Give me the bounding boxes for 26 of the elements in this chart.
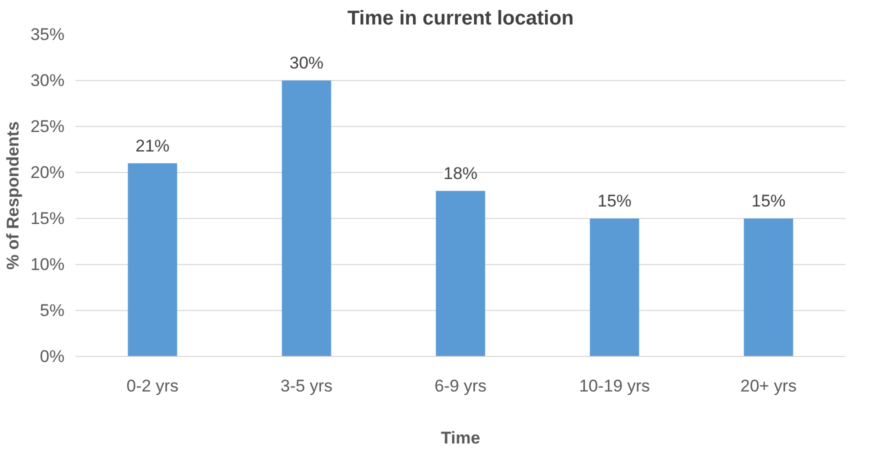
data-label: 15%: [751, 192, 786, 210]
chart-title: Time in current location: [347, 8, 574, 30]
data-label: 30%: [289, 54, 324, 72]
x-tick-label: 3-5 yrs: [280, 376, 332, 396]
y-tick-label: 20%: [30, 163, 65, 182]
y-tick-label: 25%: [30, 117, 65, 136]
y-tick-label: 35%: [30, 25, 65, 44]
bar: [282, 80, 332, 356]
y-axis-title: % of Respondents: [3, 121, 22, 270]
x-tick-label: 0-2 yrs: [126, 376, 178, 396]
x-tick-label: 10-19 yrs: [579, 376, 650, 396]
bar: [128, 163, 178, 356]
x-tick-label: 20+ yrs: [740, 376, 797, 396]
y-tick-label: 15%: [30, 209, 65, 228]
bar: [590, 218, 640, 356]
bar: [436, 190, 486, 356]
bar: [744, 218, 794, 356]
y-tick-label: 30%: [30, 71, 65, 90]
y-tick-label: 10%: [30, 255, 65, 274]
data-label: 15%: [597, 192, 632, 210]
y-tick-label: 5%: [40, 301, 65, 320]
data-label: 21%: [135, 136, 170, 156]
x-tick-label: 6-9 yrs: [434, 376, 486, 396]
data-label: 18%: [443, 164, 478, 183]
x-axis-title: Time: [440, 428, 480, 448]
y-tick-label: 0%: [40, 347, 65, 366]
